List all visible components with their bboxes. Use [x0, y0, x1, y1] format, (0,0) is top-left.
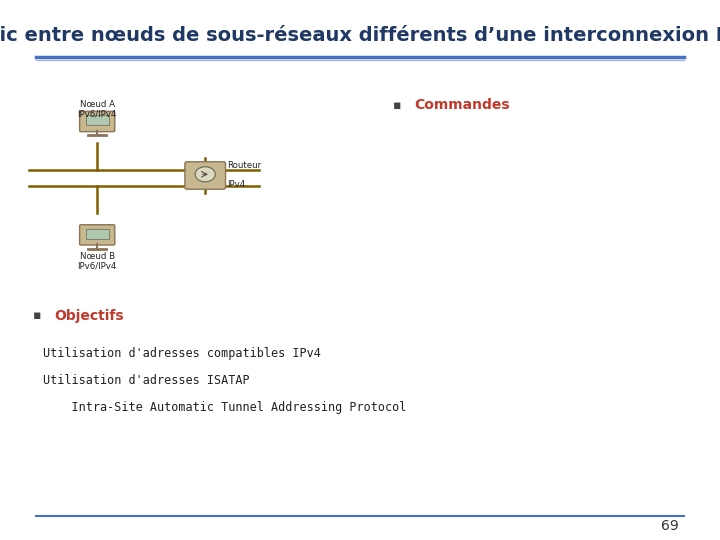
Text: Utilisation d'adresses compatibles IPv4: Utilisation d'adresses compatibles IPv4	[43, 347, 321, 360]
Text: Nœud A: Nœud A	[80, 100, 114, 109]
Text: Objectifs: Objectifs	[54, 309, 124, 323]
FancyBboxPatch shape	[185, 162, 225, 189]
Bar	[86, 229, 109, 239]
Bar	[86, 116, 109, 125]
Text: IPv6/IPv4: IPv6/IPv4	[78, 110, 117, 118]
Text: IPv4: IPv4	[228, 180, 246, 189]
FancyBboxPatch shape	[80, 111, 114, 132]
Text: IPv6/IPv4: IPv6/IPv4	[78, 261, 117, 270]
Text: Commandes: Commandes	[414, 98, 510, 112]
Text: 69: 69	[661, 519, 678, 534]
Circle shape	[195, 167, 215, 182]
Text: Utilisation d'adresses ISATAP: Utilisation d'adresses ISATAP	[43, 374, 250, 387]
FancyBboxPatch shape	[80, 225, 114, 245]
Text: Intra-Site Automatic Tunnel Addressing Protocol: Intra-Site Automatic Tunnel Addressing P…	[43, 401, 407, 414]
Text: Trafic entre nœuds de sous-réseaux différents d’une interconnexion IPv4: Trafic entre nœuds de sous-réseaux diffé…	[0, 25, 720, 45]
Text: ▪: ▪	[392, 99, 401, 112]
Text: Routeur: Routeur	[228, 161, 261, 170]
Text: ▪: ▪	[32, 309, 41, 322]
Text: Nœud B: Nœud B	[80, 252, 114, 260]
